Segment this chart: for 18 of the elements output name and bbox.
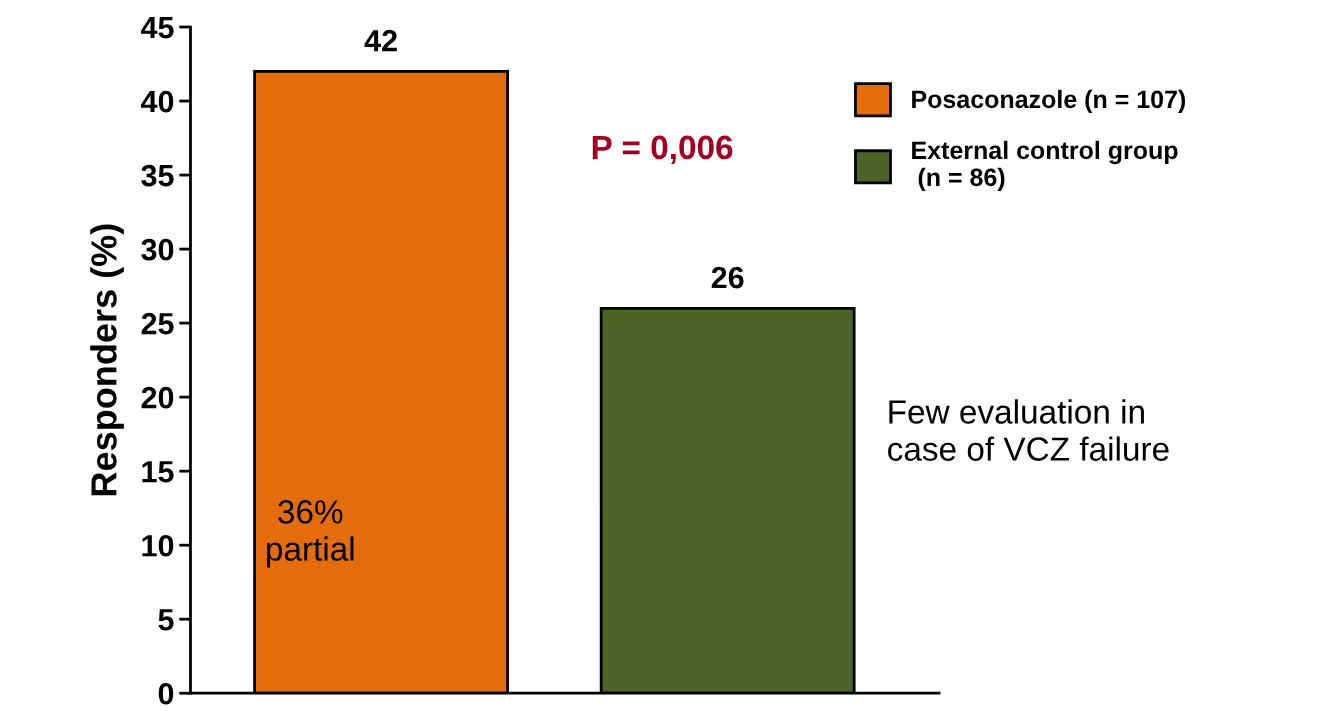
y-tick-label: 40 [140,90,174,113]
y-axis-title: Responders (%) [90,224,124,496]
annotation: Few evaluation in case of VCZ failure [888,399,1169,461]
y-tick-label: 25 [141,312,174,335]
y-tick-label: 20 [141,386,174,409]
annotation: 36% partial [267,500,354,568]
data-label: 26 [711,266,744,289]
y-tick-label: 10 [142,534,174,557]
y-tick-label: 15 [142,461,174,483]
legend-label: External control group (n = 86) [912,140,1178,192]
y-tick-label: 35 [141,164,174,187]
y-tick-label: 5 [158,609,174,631]
y-tick-label: 30 [141,238,174,261]
data-label: 42 [364,29,397,52]
y-tick-label: 0 [158,682,174,705]
y-tick-label: 45 [140,17,174,39]
legend-label: Posaconazole (n = 107) [912,89,1186,114]
annotation: P = 0,006 [592,135,733,165]
